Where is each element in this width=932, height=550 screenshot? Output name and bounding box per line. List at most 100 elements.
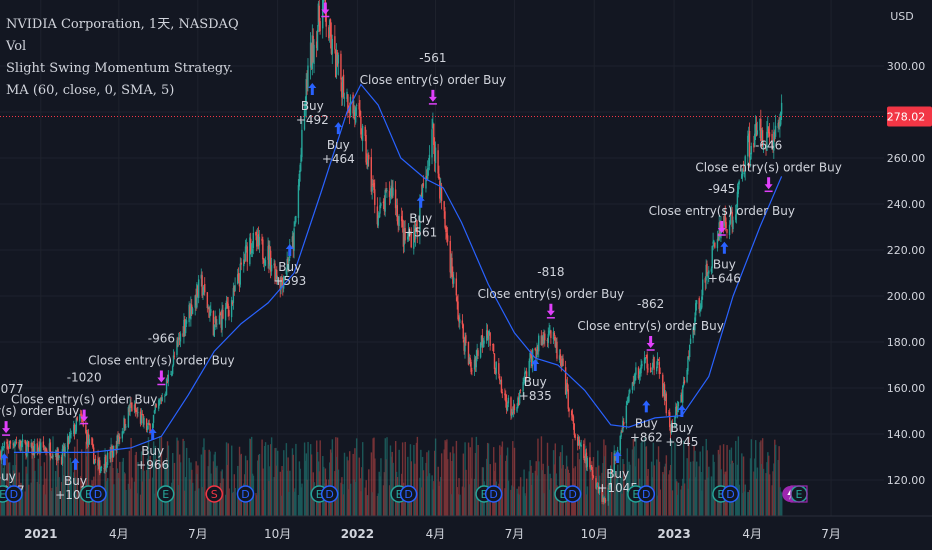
earnings-icon-letter: E — [632, 488, 639, 501]
buy-label: Buy — [713, 258, 736, 272]
ma-indicator-label[interactable]: MA (60, close, 0, SMA, 5) — [6, 83, 175, 98]
candle-body — [420, 192, 423, 201]
volume-bar — [372, 438, 374, 516]
candle-body — [6, 441, 8, 444]
close-signal[interactable]: Close entry(s) order Buy -1020 — [11, 371, 157, 425]
volume-bar — [386, 437, 388, 516]
candle-body — [225, 300, 228, 309]
split-icon[interactable]: S — [205, 485, 224, 503]
volume-bar — [225, 442, 228, 516]
volume-bar — [185, 447, 188, 516]
volume-bar — [276, 465, 278, 516]
dividend-icon[interactable]: D — [89, 485, 107, 503]
volume-bar — [281, 466, 283, 516]
candle-body — [58, 455, 60, 459]
dividend-icon[interactable]: D — [236, 485, 255, 503]
close-signal[interactable]: Close entry(s) order Buy -1077 — [0, 382, 79, 436]
volume-bar — [280, 495, 282, 516]
time-axis[interactable]: 2021 4月 7月 10月 2022 4月 7月 10月 2023 4月 7月 — [0, 515, 932, 550]
buy-signal[interactable]: Buy+561 — [404, 195, 437, 240]
volume-bar — [270, 444, 272, 516]
close-signal[interactable]: Close entry(s) order Buy-492 — [252, 0, 398, 18]
candle-body — [262, 239, 264, 260]
buy-signal[interactable]: Buy+646 — [708, 241, 741, 286]
candle-body — [309, 42, 312, 68]
candle-body — [523, 379, 525, 382]
candle-body — [734, 214, 737, 220]
volume-bar — [131, 477, 133, 516]
close-signal[interactable]: Close entry(s) order Buy -945 — [649, 182, 795, 236]
candle-body — [160, 397, 163, 402]
volume-bar — [121, 461, 124, 516]
candle-body — [584, 459, 586, 461]
buy-signal[interactable]: Buy+835 — [519, 359, 552, 403]
close-pnl: -1020 — [67, 371, 102, 385]
candle-body — [183, 319, 185, 337]
volume-bar — [544, 474, 546, 516]
buy-signal[interactable]: Buy+593 — [273, 244, 306, 288]
candle-body — [623, 422, 625, 425]
last-price-badge[interactable]: 278.02 — [887, 106, 932, 127]
buy-signal[interactable]: Buy+945 — [665, 405, 698, 449]
close-arrow-icon — [646, 336, 655, 348]
volume-bar — [542, 463, 544, 516]
candle-body — [166, 380, 169, 384]
volume-bar — [355, 482, 357, 516]
dividend-icon[interactable]: D — [721, 485, 740, 503]
candle-body — [762, 147, 765, 149]
volume-bar — [388, 485, 391, 516]
candle-body — [538, 335, 540, 352]
candle-body — [512, 412, 514, 414]
close-signal[interactable]: Close entry(s) order Buy -646 — [695, 138, 842, 193]
candle-body — [391, 187, 393, 198]
candle-body — [291, 236, 294, 242]
volume-bar — [288, 491, 290, 516]
volume-bar — [382, 485, 385, 516]
candle-body — [444, 211, 446, 228]
volume-bar — [716, 489, 719, 516]
x-tick-label: 4月 — [742, 527, 762, 541]
dividend-icon[interactable]: D — [399, 485, 418, 503]
candle-body — [196, 284, 198, 308]
close-signal[interactable]: Close entry(s) order Buy -966 — [88, 332, 235, 386]
volume-bar — [113, 484, 115, 516]
close-signal[interactable]: Close entry(s) order Buy -818 — [478, 265, 624, 319]
candle-body — [40, 442, 42, 453]
candle-body — [634, 372, 636, 382]
volume-indicator-label[interactable]: Vol — [6, 39, 27, 54]
candle-body — [479, 343, 482, 358]
candle-body — [610, 470, 612, 486]
price-axis[interactable]: USD 120.00 140.00 160.00 180.00 200.00 220.00 2… — [884, 0, 932, 516]
dividend-icon[interactable]: D — [637, 485, 656, 503]
symbol-title[interactable]: NVIDIA Corporation, 1天, NASDAQ — [6, 17, 239, 32]
candle-body — [210, 309, 212, 313]
earnings-icon[interactable]: E — [790, 485, 808, 503]
buy-pnl: +561 — [404, 226, 437, 240]
buy-signal[interactable]: Buy+966 — [136, 428, 169, 472]
volume-bar — [578, 487, 580, 516]
strategy-label[interactable]: Slight Swing Momentum Strategy. — [6, 61, 233, 76]
volume-bar — [529, 460, 531, 516]
close-signal[interactable]: Close entry(s) order Buy -862 — [577, 297, 724, 351]
earnings-icon[interactable]: E — [156, 485, 175, 503]
candle-body — [170, 373, 172, 375]
buy-signal[interactable]: Buy+492 — [296, 83, 329, 127]
moving-average-line — [13, 83, 783, 453]
volume-bar — [14, 441, 16, 516]
dividend-icon[interactable]: D — [484, 485, 503, 503]
dividend-icon[interactable]: D — [320, 485, 339, 503]
buy-signal[interactable]: Buy+464 — [322, 122, 355, 166]
dividend-icon-letter: D — [94, 488, 102, 501]
candle-body — [620, 431, 622, 437]
dividend-icon[interactable]: D — [5, 485, 23, 503]
earnings-icon-letter: E — [717, 488, 724, 501]
volume-bar — [750, 439, 753, 516]
buy-signal[interactable]: Buy+862 — [630, 400, 663, 444]
volume-bar — [172, 453, 174, 516]
candle-body — [462, 324, 464, 339]
dividend-icon[interactable]: D — [563, 485, 582, 503]
buy-label: Buy — [606, 467, 629, 481]
candle-body — [340, 53, 342, 80]
close-signal[interactable]: Close entry(s) order Buy -561 — [360, 51, 506, 105]
